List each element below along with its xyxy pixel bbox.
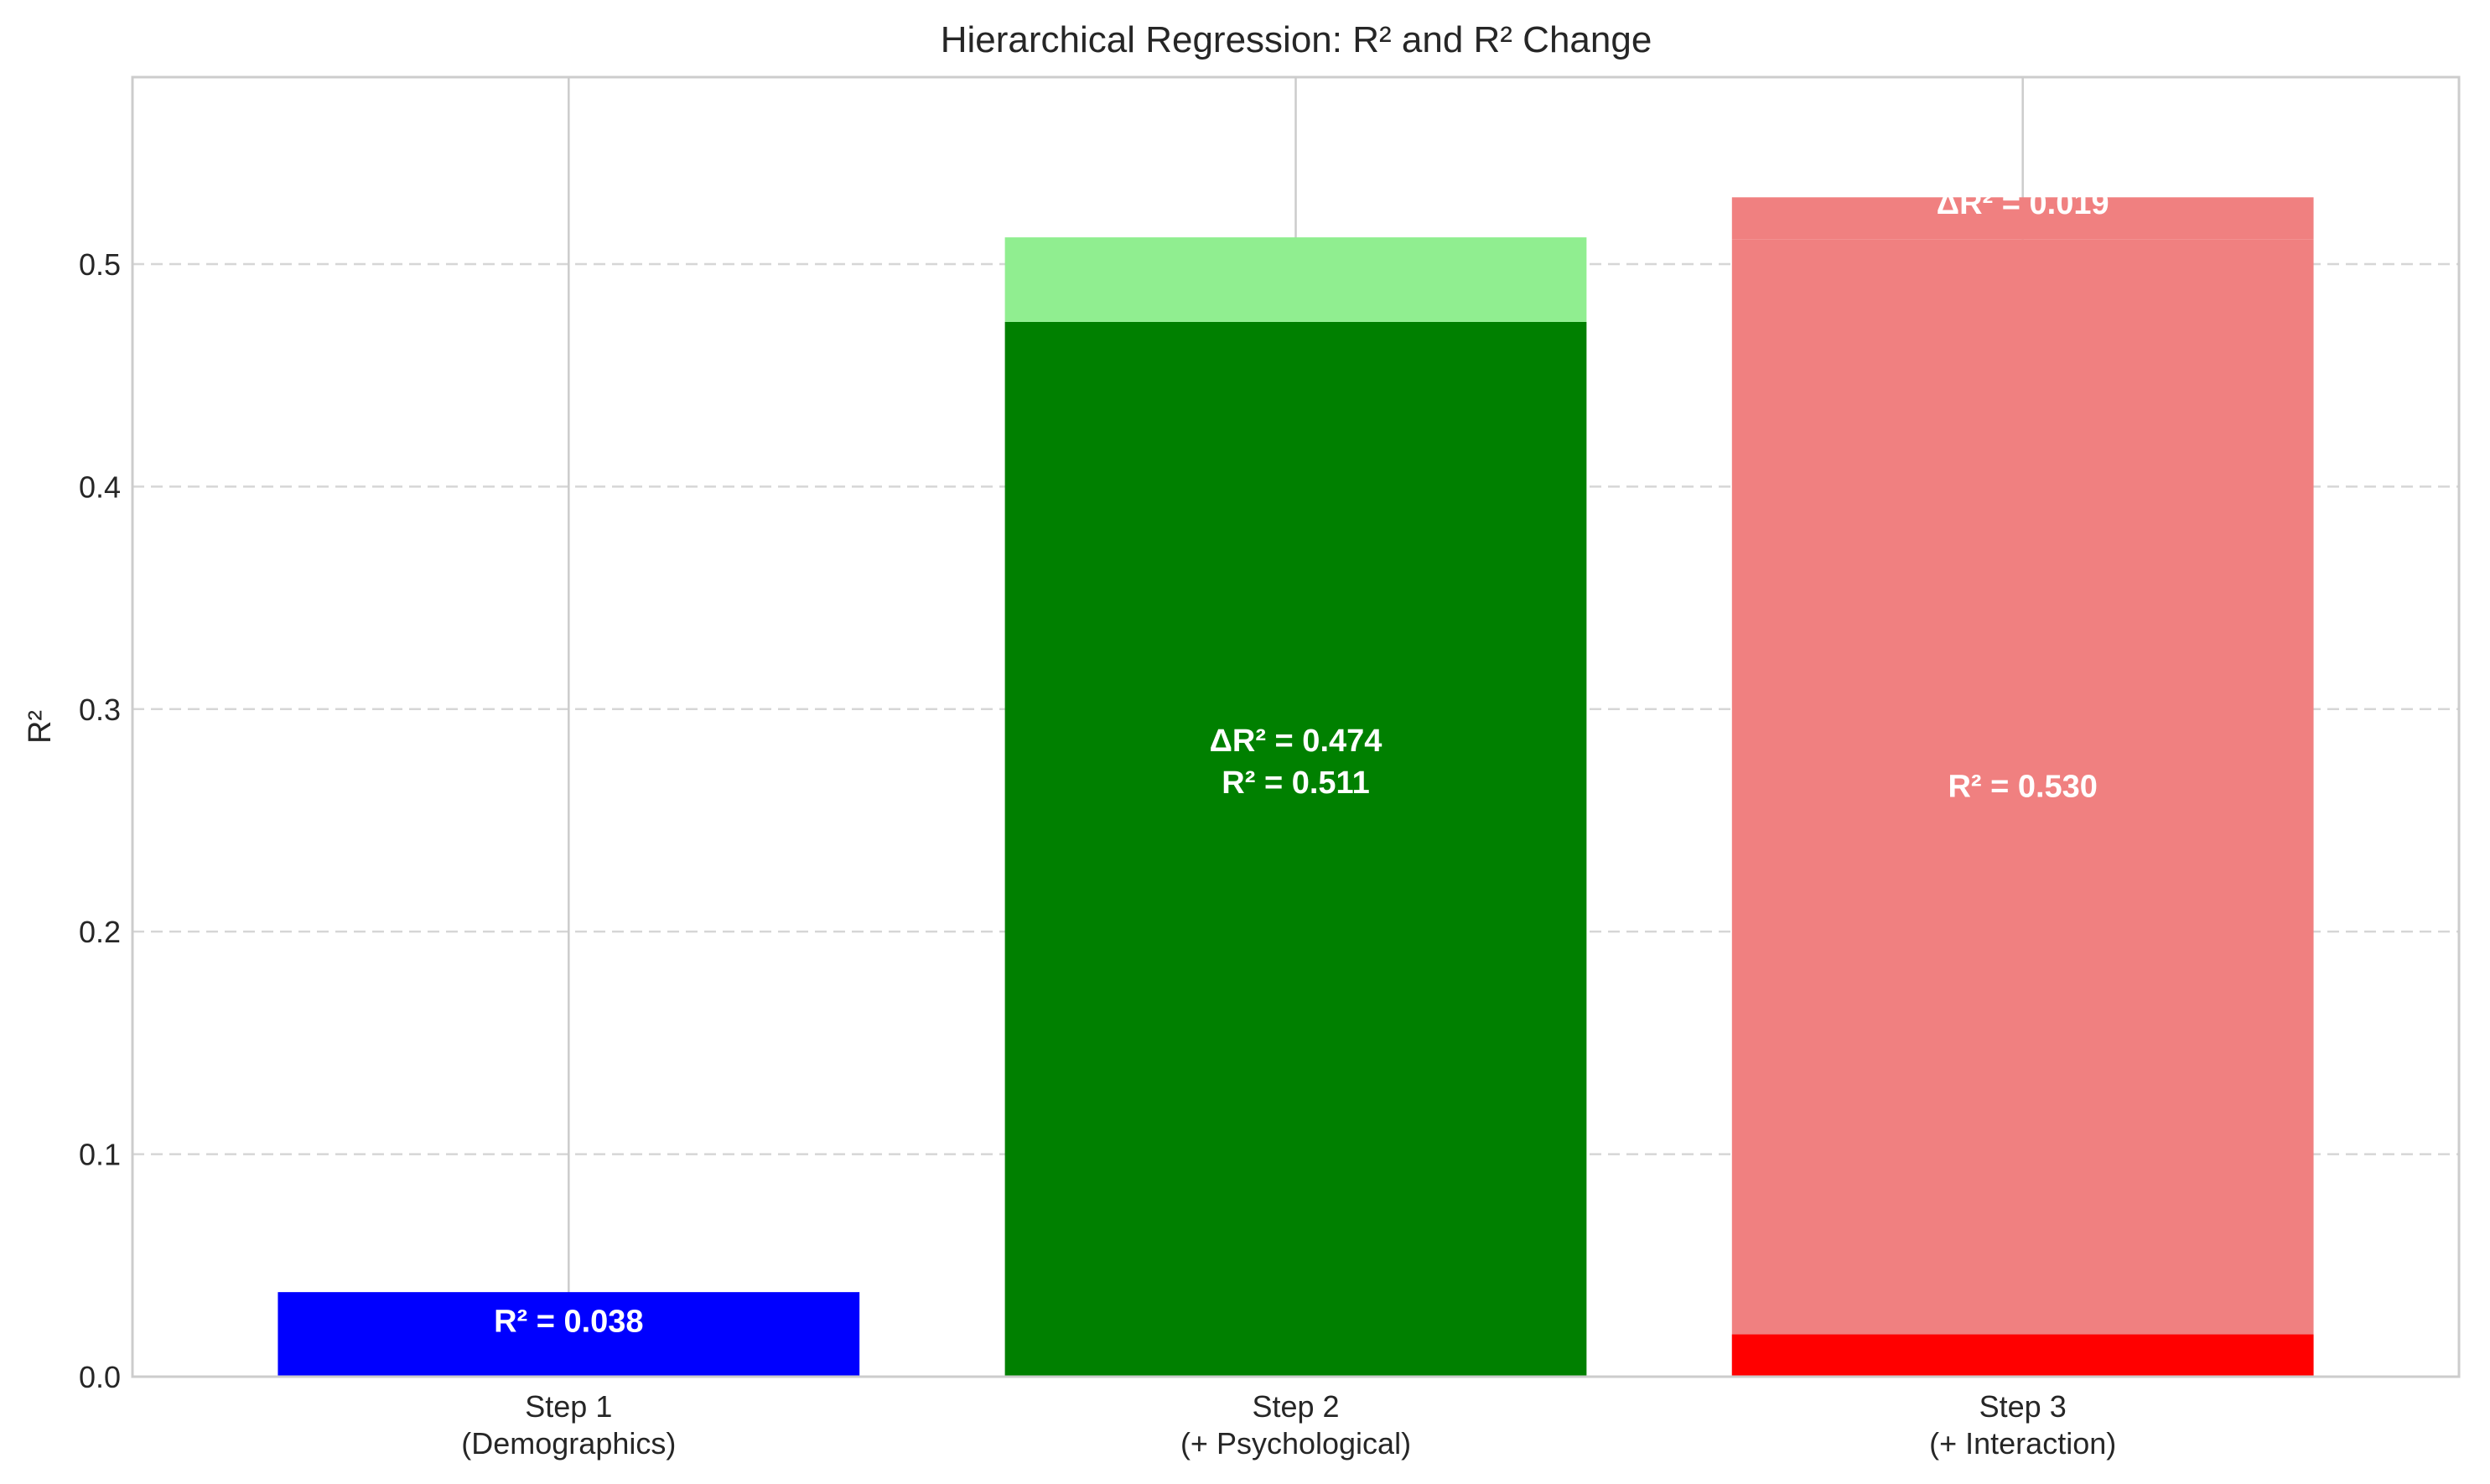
y-tick-label: 0.0 — [79, 1360, 121, 1394]
bar-segment-step-3-1 — [1731, 239, 2314, 1377]
bar-value-label: ΔR² = 0.474 R² = 0.511 — [1210, 724, 1382, 801]
bar-value-label: R² = 0.038 — [494, 1305, 644, 1340]
chart-title: Hierarchical Regression: R² and R² Chang… — [941, 19, 1652, 60]
y-axis-label: R² — [23, 710, 58, 744]
x-axis-ticks: Step 1 (Demographics) Step 2 (+ Psychologic… — [461, 1389, 2116, 1461]
plot-frame — [131, 75, 2461, 1378]
y-tick-label: 0.4 — [79, 470, 121, 504]
bar-labels: R² = 0.038 ΔR² = 0.474 R² = 0.511 ΔR² = 0.0… — [494, 186, 2109, 1340]
y-tick-label: 0.2 — [79, 915, 121, 949]
bar-segment-step-2-1 — [1004, 321, 1587, 1378]
y-tick-label: 0.1 — [79, 1138, 121, 1172]
y-axis-ticks: 0.0 0.1 0.2 0.3 0.4 0.5 — [79, 247, 121, 1394]
y-tick-label: 0.5 — [79, 247, 121, 282]
bar-segment-step-3-2 — [1731, 1334, 2314, 1377]
bars — [278, 197, 2314, 1378]
x-tick-label: Step 3 (+ Interaction) — [1929, 1389, 2116, 1461]
y-tick-label: 0.3 — [79, 693, 121, 727]
x-tick-label: Step 2 (+ Psychological) — [1180, 1389, 1411, 1461]
x-tick-label: Step 1 (Demographics) — [461, 1389, 676, 1461]
bar-segment-step-2-2 — [1004, 237, 1587, 322]
bar-segment-step-3-3 — [1731, 197, 2314, 240]
bar-segment-step-1-1 — [278, 1292, 860, 1377]
bar-value-label: ΔR² = 0.019 — [1937, 186, 2109, 221]
bar-value-label: R² = 0.530 — [1948, 769, 2098, 804]
